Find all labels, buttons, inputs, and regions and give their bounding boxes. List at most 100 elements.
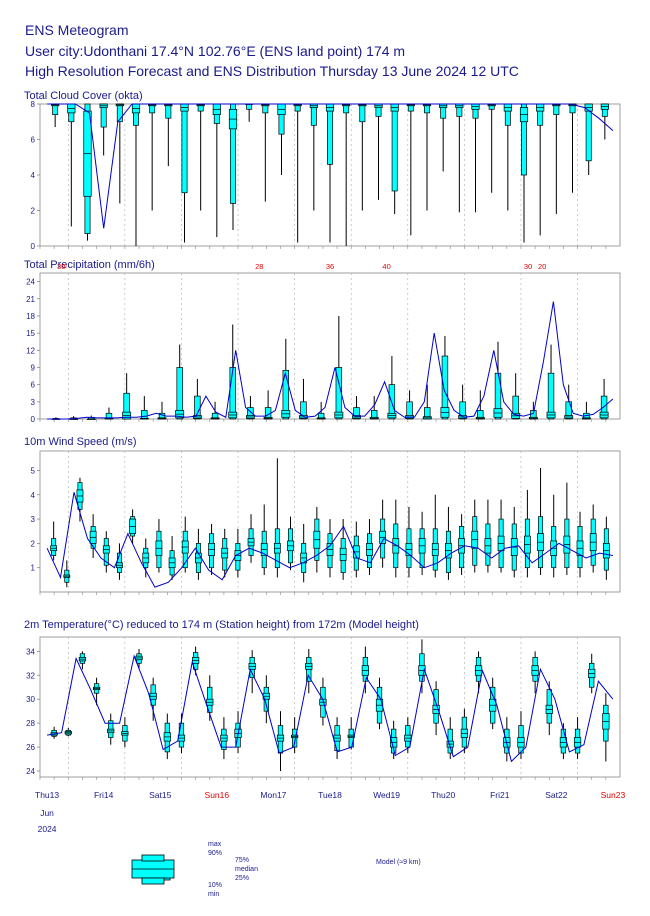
ens-box-outer [547,372,555,420]
y-tick-label: 6 [31,381,36,390]
ens-box [50,521,58,561]
offscale-label: 28 [255,262,263,271]
y-tick-label: 3 [31,515,36,524]
ens-box [455,103,464,213]
ens-box [260,504,268,575]
y-tick-label: 0 [31,242,36,251]
ens-box [168,536,176,580]
ens-box [528,401,538,420]
ens-box [67,103,76,227]
offscale-label: 20 [538,262,546,271]
ens-box [115,103,124,204]
y-tick-label: 4 [31,171,36,180]
ens-box [99,103,108,156]
ens-box [418,511,426,575]
ens-box [212,103,221,238]
panel-1: Total Cloud Cover (okta) 0 2 4 6 8 [24,90,621,251]
ens-box [347,717,355,750]
y-tick-label: 2 [31,539,36,548]
legend-p25: 25% [235,875,249,882]
y-tick-label: 30 [26,695,35,704]
hres-line [47,301,614,420]
ens-box [305,648,313,694]
ens-box [107,713,115,745]
ens-box [471,499,479,573]
ens-box [374,103,383,200]
ens-box [121,717,129,748]
ens-box-outer [441,355,449,420]
legend: max 90% 75% median 25% 10% min Model (≈9… [131,841,421,898]
ens-box [196,103,205,211]
ens-box [584,103,593,175]
ens-box [164,103,173,167]
ens-box [432,681,440,736]
ens-box [262,675,270,724]
day-label: Sat15 [149,790,171,800]
day-label: Wed19 [373,790,400,800]
panel-title: 10m Wind Speed (m/s) [24,436,136,448]
ens-box [422,103,432,211]
ens-box [273,458,281,578]
panel-title: Total Precipitation (mm/6h) [24,259,155,271]
ens-box [405,506,413,578]
y-tick-label: 12 [26,346,35,355]
ens-box [460,708,469,754]
ens-box [588,653,596,694]
ens-box [325,103,335,243]
ens-box [245,103,254,122]
ens-box [89,514,97,558]
ens-box [248,650,256,694]
ens-box [195,528,202,580]
ens-box [493,341,503,420]
panel-2: Total Precipitation (mm/6h)0369121518212… [24,259,621,424]
ens-box [163,713,171,760]
ens-box [86,415,96,420]
ens-box [175,344,185,420]
ens-box [293,103,302,243]
ens-box [155,519,163,573]
ens-box [358,103,367,211]
y-tick-label: 5 [31,466,36,475]
y-tick-label: 18 [26,312,35,321]
y-tick-label: 26 [26,743,35,752]
offscale-label: 30 [524,262,532,271]
ens-box [313,506,321,573]
ens-box-outer [176,367,183,420]
ens-box [129,509,136,544]
ens-box [497,499,505,573]
legend-box-top [141,854,165,862]
ens-box [602,693,610,762]
day-label: Sun23 [601,790,626,800]
ens-box [139,396,149,420]
ens-box [157,401,167,420]
ens-box [440,335,450,420]
ens-box [366,519,373,575]
ens-box [261,103,270,202]
hres-line [47,654,614,763]
ens-box [545,681,553,736]
day-label: Sun16 [205,790,230,800]
ens-box [375,677,384,730]
panel-title: Total Cloud Cover (okta) [24,90,143,102]
ens-box [390,103,399,215]
ens-box [122,373,132,420]
ens-box [503,103,512,211]
day-label: Thu13 [35,790,59,800]
y-tick-label: 6 [31,136,36,145]
ens-box [339,519,347,580]
ens-box [536,103,545,236]
ens-box [299,378,308,420]
ens-box [563,482,571,575]
ens-box [83,103,92,241]
day-label: Fri21 [490,790,510,800]
panel-frame [39,272,621,420]
ens-box-outer [181,103,188,194]
ens-box [64,727,72,737]
ens-box [76,477,84,522]
ens-box-outer [512,395,519,420]
ens-box [148,103,157,211]
ens-box [352,396,361,420]
ens-box [602,516,610,580]
ens-box [517,711,525,760]
